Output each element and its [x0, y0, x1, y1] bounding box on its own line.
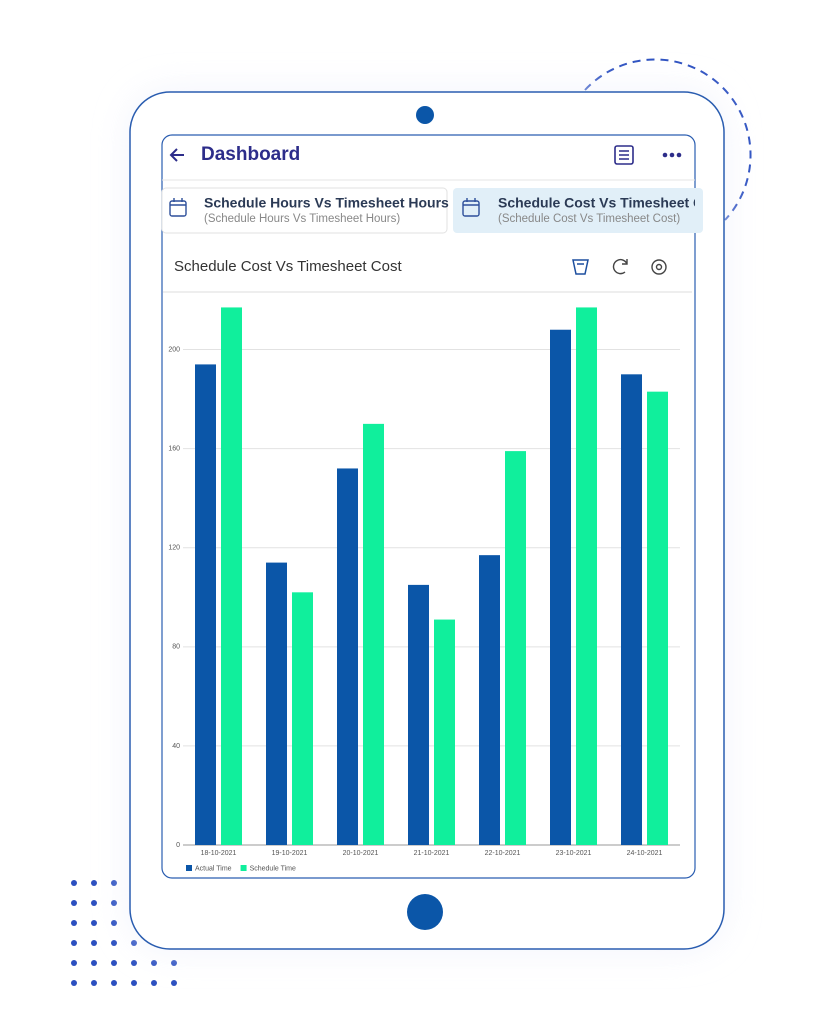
clear-button[interactable]: [572, 259, 589, 275]
y-tick-label: 80: [172, 644, 180, 651]
bar: [576, 307, 597, 845]
legend-label: Schedule Time: [250, 865, 296, 872]
bar: [505, 451, 526, 845]
chart-title: Schedule Cost Vs Timesheet Cost: [174, 258, 402, 275]
dot: [71, 900, 77, 906]
calendar-icon: [169, 198, 187, 217]
tab-title: Schedule Hours Vs Timesheet Hours: [204, 195, 449, 211]
dot: [111, 940, 117, 946]
dot: [151, 980, 157, 986]
legend-label: Actual Time: [195, 865, 232, 872]
bar: [266, 562, 287, 845]
bar: [221, 307, 242, 845]
dot: [111, 960, 117, 966]
dot: [111, 980, 117, 986]
camera: [416, 106, 434, 124]
x-tick-label: 22-10-2021: [485, 850, 521, 857]
tab[interactable]: [161, 187, 448, 234]
dot: [131, 980, 137, 986]
home-button[interactable]: [407, 894, 443, 930]
dot: [91, 940, 97, 946]
bar: [408, 584, 429, 845]
dot: [71, 980, 77, 986]
dot: [171, 980, 177, 986]
bar: [479, 555, 500, 845]
calendar-icon: [462, 198, 480, 217]
back-button[interactable]: [169, 148, 184, 162]
settings-button[interactable]: [651, 259, 667, 275]
dot: [91, 960, 97, 966]
dot: [111, 900, 117, 906]
bar: [647, 391, 668, 845]
dot: [131, 940, 137, 946]
dot: [91, 980, 97, 986]
dot: [71, 940, 77, 946]
x-tick-label: 23-10-2021: [556, 850, 592, 857]
dot: [111, 920, 117, 926]
header-title: Dashboard: [201, 144, 300, 165]
dot: [91, 920, 97, 926]
tab-subtitle: (Schedule Hours Vs Timesheet Hours): [204, 213, 400, 225]
dot: [71, 920, 77, 926]
bar: [337, 468, 358, 845]
dot: [171, 960, 177, 966]
bar: [292, 592, 313, 845]
legend-swatch: [240, 865, 247, 871]
y-tick-label: 120: [168, 545, 180, 552]
y-tick-label: 0: [176, 842, 180, 849]
bar: [434, 619, 455, 845]
x-tick-label: 21-10-2021: [414, 850, 450, 857]
dot: [91, 900, 97, 906]
bar: [550, 329, 571, 845]
x-tick-label: 19-10-2021: [272, 850, 308, 857]
refresh-button[interactable]: [612, 258, 628, 275]
dot: [71, 960, 77, 966]
more-button[interactable]: [662, 152, 682, 158]
decor-dots: [71, 880, 177, 986]
decor-arc: [584, 58, 752, 221]
bar: [363, 423, 384, 845]
bar: [621, 374, 642, 845]
legend-swatch: [186, 865, 192, 871]
dot: [71, 880, 77, 886]
x-tick-label: 20-10-2021: [343, 850, 379, 857]
chart-header: [165, 242, 690, 292]
y-tick-label: 160: [168, 445, 180, 452]
x-tick-label: 24-10-2021: [627, 850, 663, 857]
tab-title: Schedule Cost Vs Timesheet Cost: [498, 195, 724, 211]
tab-subtitle: (Schedule Cost Vs Timesheet Cost): [498, 213, 680, 225]
list-icon[interactable]: [614, 145, 634, 165]
tab-active[interactable]: [453, 188, 703, 233]
y-tick-label: 40: [172, 743, 180, 750]
dot: [91, 880, 97, 886]
dot: [131, 960, 137, 966]
y-tick-label: 200: [168, 346, 180, 353]
dot: [111, 880, 117, 886]
dot: [151, 960, 157, 966]
bar: [195, 364, 216, 845]
x-tick-label: 18-10-2021: [201, 850, 237, 857]
